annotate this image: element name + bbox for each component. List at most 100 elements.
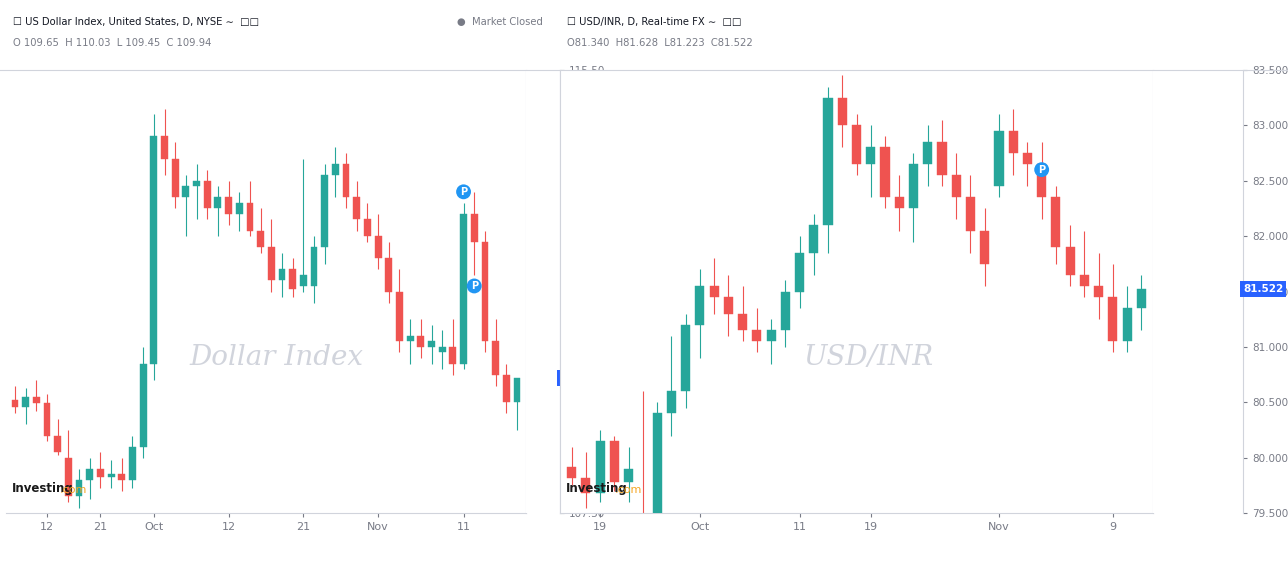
Bar [639, 519, 648, 524]
Bar [64, 458, 72, 497]
Text: ☐ US Dollar Index, United States, D, NYSE ∼  □□: ☐ US Dollar Index, United States, D, NYS… [13, 17, 259, 27]
Bar [710, 286, 719, 297]
Bar [1009, 131, 1018, 153]
Bar [395, 292, 403, 342]
Bar [183, 186, 189, 197]
Bar [161, 136, 167, 159]
Bar [595, 441, 605, 493]
Bar [204, 181, 211, 208]
Bar [439, 347, 446, 352]
Bar [171, 159, 179, 197]
Bar [1137, 289, 1146, 308]
Bar [502, 375, 510, 402]
Bar [1123, 308, 1132, 342]
Text: .com: .com [61, 485, 88, 496]
Bar [310, 247, 317, 286]
Bar [343, 164, 349, 197]
Bar [450, 347, 456, 364]
Bar [952, 175, 961, 198]
Bar [225, 197, 232, 214]
Bar [625, 469, 634, 482]
Text: O 109.65  H 110.03  L 109.45  C 109.94: O 109.65 H 110.03 L 109.45 C 109.94 [13, 38, 211, 48]
Bar [460, 214, 468, 364]
Bar [385, 258, 393, 292]
Bar [923, 142, 933, 164]
Bar [321, 175, 328, 247]
Text: USD/INR: USD/INR [804, 345, 934, 371]
Bar [258, 231, 264, 247]
Bar [681, 325, 690, 391]
Bar [300, 275, 307, 286]
Text: 109.94: 109.94 [560, 373, 600, 383]
Bar [482, 241, 488, 342]
Bar [86, 469, 93, 480]
Bar [837, 98, 846, 125]
Bar [781, 292, 790, 331]
Text: .com: .com [614, 485, 643, 496]
Bar [696, 286, 705, 325]
Bar [851, 125, 862, 164]
Bar [332, 164, 339, 175]
Bar [12, 399, 18, 407]
Bar [44, 403, 50, 436]
Text: ☐ USD/INR, D, Real-time FX ∼  □□: ☐ USD/INR, D, Real-time FX ∼ □□ [567, 17, 741, 27]
Bar [290, 269, 296, 289]
Bar [994, 131, 1003, 187]
Bar [471, 214, 478, 241]
Text: 81.522: 81.522 [1243, 284, 1283, 294]
Bar [54, 436, 61, 452]
Bar [738, 314, 747, 331]
Bar [365, 219, 371, 236]
Bar [1094, 286, 1104, 297]
Bar [752, 331, 761, 342]
Bar [667, 391, 676, 413]
Bar [246, 203, 254, 231]
Bar [236, 203, 242, 214]
Bar [268, 247, 274, 280]
Text: P: P [1038, 164, 1046, 175]
Bar [724, 297, 733, 314]
Text: O81.340  H81.628  L81.223  C81.522: O81.340 H81.628 L81.223 C81.522 [567, 38, 752, 48]
Bar [33, 397, 40, 403]
Bar [118, 474, 125, 480]
Bar [428, 342, 435, 347]
Text: P: P [470, 281, 478, 291]
Bar [353, 197, 361, 219]
Text: ●  Market Closed: ● Market Closed [457, 17, 544, 27]
Bar [609, 441, 620, 482]
Bar [375, 236, 381, 258]
Bar [407, 336, 413, 342]
Bar [823, 98, 832, 225]
Bar [492, 342, 498, 375]
Bar [653, 413, 662, 519]
Bar [1037, 164, 1046, 198]
Bar [881, 147, 890, 198]
Bar [1079, 275, 1088, 286]
Text: Investing: Investing [12, 482, 73, 496]
Bar [22, 397, 30, 407]
Bar [938, 142, 947, 175]
Bar [215, 197, 222, 208]
Bar [795, 253, 804, 292]
Bar [76, 480, 82, 497]
Bar [1023, 153, 1032, 164]
Bar [909, 164, 918, 209]
Text: Investing: Investing [567, 482, 629, 496]
Bar [1108, 297, 1118, 342]
Bar [193, 181, 200, 187]
Bar [966, 198, 975, 231]
Bar [108, 475, 115, 477]
Bar [867, 147, 876, 164]
Bar [1065, 247, 1074, 275]
Bar [567, 466, 576, 477]
Bar [809, 225, 818, 253]
Bar [139, 363, 147, 447]
Bar [151, 136, 157, 364]
Bar [766, 331, 775, 342]
Bar [97, 469, 104, 477]
Bar [278, 269, 286, 280]
Text: P: P [460, 187, 468, 197]
Bar [1051, 198, 1060, 247]
Bar [514, 378, 520, 402]
Bar [129, 447, 137, 480]
